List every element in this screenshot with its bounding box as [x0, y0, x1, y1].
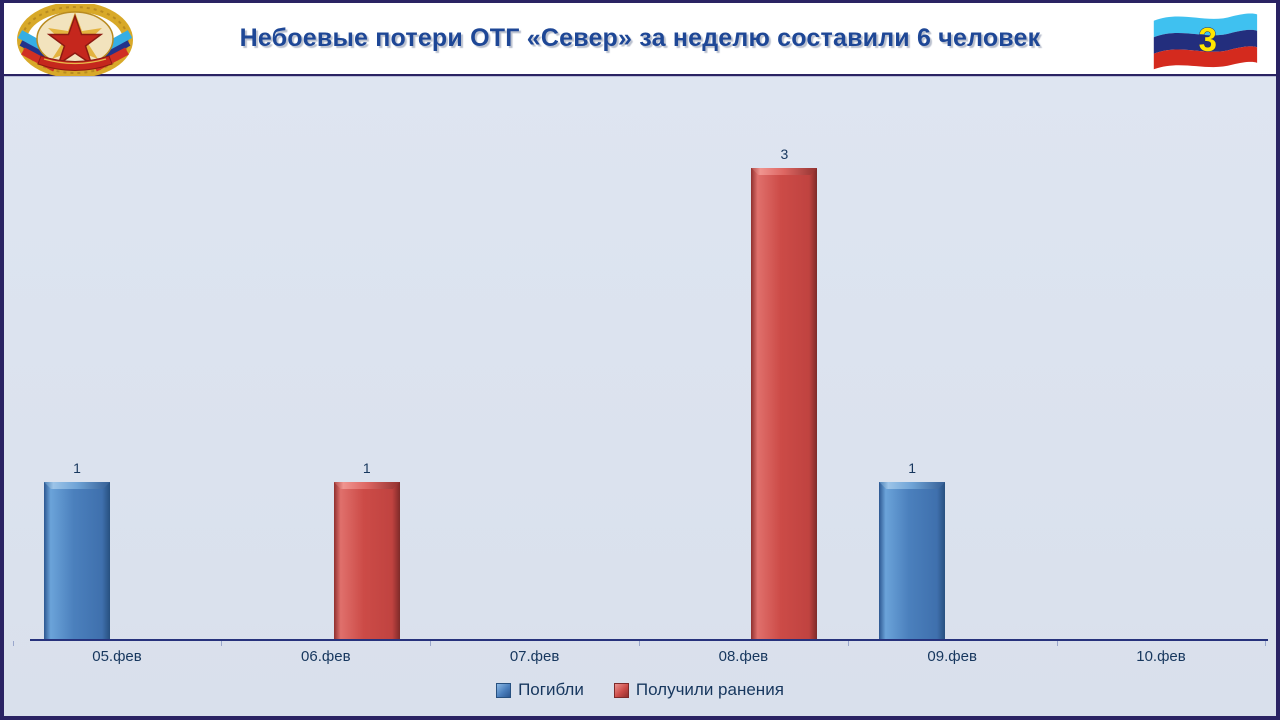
x-axis-label: 08.фев	[718, 648, 769, 665]
x-axis-label: 07.фев	[509, 648, 560, 665]
x-axis-label: 09.фев	[927, 648, 977, 665]
header-bar: Небоевые потери ОТГ «Север» за неделю со…	[4, 3, 1276, 76]
x-axis-label: 06.фев	[301, 648, 351, 665]
bar-series1-cat5	[879, 482, 946, 639]
legend-marker-icon	[496, 682, 512, 698]
axis-tick	[221, 641, 223, 646]
legend-item-series2: Получили ранения	[613, 680, 784, 700]
axis-tick	[430, 641, 432, 646]
x-axis-line	[30, 639, 1268, 641]
legend-label: Погибли	[518, 680, 584, 699]
chart-area: Погибли Получили ранения 05.фев 1 06.фев 1 07…	[4, 76, 1276, 716]
bar-value-label: 1	[908, 460, 917, 476]
x-axis-label: 05.фев	[92, 648, 142, 665]
lnr-coat-of-arms-icon	[17, 4, 133, 76]
axis-tick	[12, 641, 14, 646]
axis-tick	[1265, 641, 1267, 646]
legend-label: Получили ранения	[635, 680, 784, 699]
legend-item-series1: Погибли	[496, 680, 584, 700]
legend-marker-icon	[613, 682, 629, 698]
bar-value-label: 3	[780, 146, 789, 162]
axis-tick	[639, 641, 640, 646]
chart-legend: Погибли Получили ранения	[4, 680, 1276, 700]
x-axis-label: 10.фев	[1136, 648, 1186, 665]
bar-series2-cat4	[751, 168, 818, 639]
bar-value-label: 1	[362, 460, 371, 476]
bar-series2-cat2	[333, 482, 400, 639]
bar-value-label: 1	[73, 460, 81, 476]
slide-title: Небоевые потери ОТГ «Север» за неделю со…	[239, 24, 1041, 52]
axis-tick	[847, 641, 849, 646]
axis-tick	[1056, 641, 1058, 646]
flag-number: 3	[1199, 21, 1217, 58]
lnr-flag-icon: 3	[1153, 13, 1258, 70]
bar-series1-cat1	[44, 482, 110, 639]
